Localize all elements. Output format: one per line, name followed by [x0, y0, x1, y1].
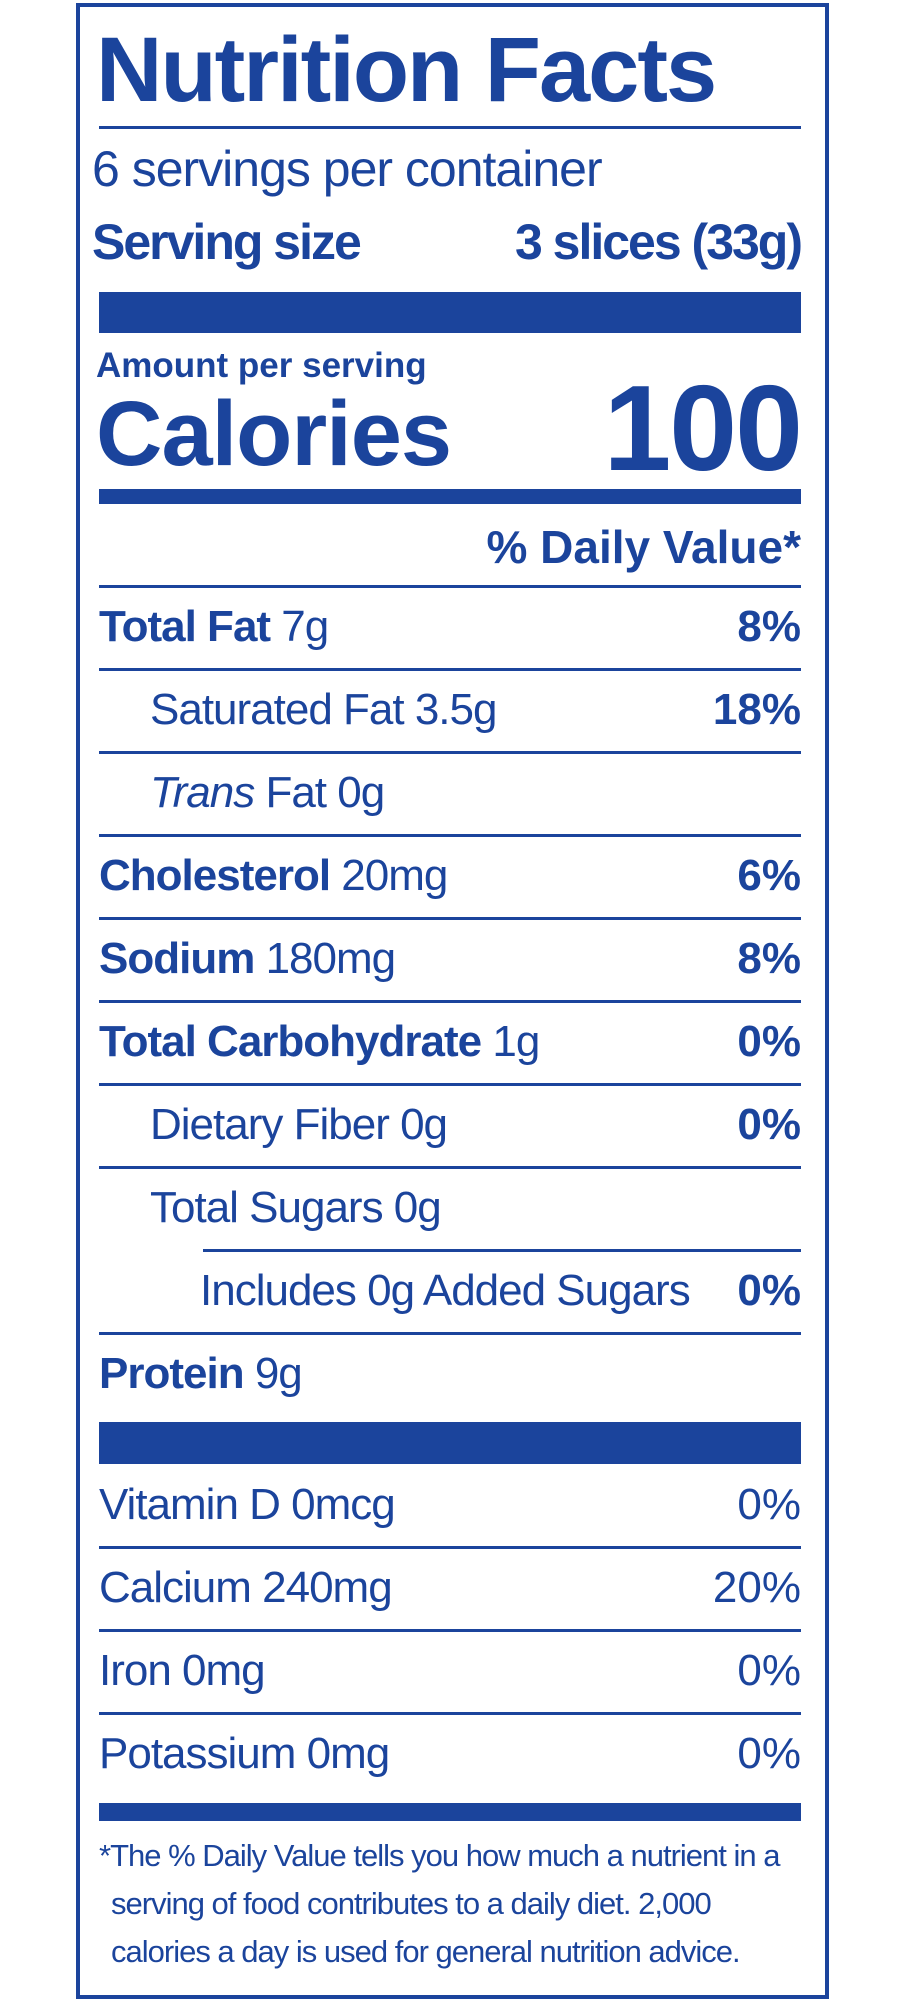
nutrient-dv: 6%	[737, 851, 801, 900]
nutrient-name: Cholesterol	[99, 851, 331, 900]
vitamin-name: Iron 0mg	[99, 1646, 266, 1695]
calories-label: Calories	[96, 383, 452, 485]
rule	[99, 126, 801, 129]
vitamin-dv: 20%	[712, 1563, 801, 1612]
nutrient-row: Total Sugars 0g	[150, 1169, 801, 1252]
nutrient-dv: 0%	[737, 1017, 801, 1066]
title: Nutrition Facts	[96, 19, 717, 121]
nutrient-amount: 20mg	[341, 851, 448, 900]
nutrient-name: Dietary Fiber 0g	[150, 1100, 448, 1149]
nutrient-name: Sodium	[99, 934, 255, 983]
nutrient-name: Total Fat	[99, 602, 271, 651]
nutrient-dv: 8%	[737, 934, 801, 983]
nutrient-dv: 0%	[737, 1266, 801, 1315]
rule	[99, 585, 801, 588]
label-border	[76, 3, 829, 1999]
vitamin-name: Calcium 240mg	[99, 1563, 393, 1612]
thick-bar	[99, 489, 801, 504]
nutrient-dv: 8%	[737, 602, 801, 651]
vitamin-row: Iron 0mg 0%	[99, 1632, 801, 1715]
thick-bar	[99, 1803, 801, 1821]
vitamin-dv: 0%	[737, 1480, 801, 1529]
amount-label: Amount per serving	[96, 346, 427, 385]
nutrient-dv: 0%	[737, 1100, 801, 1149]
servings: 6 servings per container	[92, 141, 603, 197]
nutrient-name: Fat 0g	[265, 768, 385, 817]
vitamin-dv: 0%	[737, 1646, 801, 1695]
nutrient-amount: 7g	[281, 602, 329, 651]
nutrient-amount: 1g	[492, 1017, 540, 1066]
vitamin-row: Calcium 240mg 20%	[99, 1549, 801, 1632]
nutrient-row: Total Carbohydrate 1g 0%	[99, 1003, 801, 1086]
thick-bar	[99, 292, 801, 333]
serving-size-value: 3 slices (33g)	[514, 214, 803, 270]
nutrient-name: Total Carbohydrate	[99, 1017, 482, 1066]
calories-value: 100	[603, 360, 803, 496]
dv-header: % Daily Value*	[486, 521, 802, 573]
nutrient-amount: 9g	[254, 1349, 303, 1398]
vitamin-dv: 0%	[737, 1729, 801, 1778]
nutrient-row: Total Fat 7g 8%	[99, 588, 801, 671]
nutrient-row: Dietary Fiber 0g 0%	[99, 1086, 801, 1169]
nutrient-name: Total Sugars 0g	[150, 1183, 442, 1232]
nutrient-row: Cholesterol 20mg 6%	[99, 837, 801, 920]
thick-bar	[99, 1422, 801, 1464]
vitamin-name: Vitamin D 0mcg	[99, 1480, 396, 1529]
nutrient-name: Includes 0g Added Sugars	[200, 1266, 691, 1315]
nutrient-amount: 180mg	[265, 934, 397, 983]
nutrient-row: Sodium 180mg 8%	[99, 920, 801, 1003]
nutrient-name: Saturated Fat 3.5g	[150, 685, 497, 734]
nutrient-name: Protein	[99, 1349, 245, 1398]
nutrient-row: Includes 0g Added Sugars 0%	[99, 1252, 801, 1335]
footnote: *The % Daily Value tells you how much a …	[99, 1838, 780, 1969]
serving-size-label: Serving size	[92, 214, 362, 270]
vitamin-row: Potassium 0mg 0%	[99, 1715, 801, 1795]
vitamin-row: Vitamin D 0mcg 0%	[99, 1466, 801, 1549]
nutrient-row: Trans Fat 0g	[99, 754, 801, 837]
nutrient-row: Saturated Fat 3.5g 18%	[99, 671, 801, 754]
nutrient-row: Protein 9g	[99, 1335, 801, 1415]
vitamin-name: Potassium 0mg	[99, 1729, 390, 1778]
nutrient-dv: 18%	[712, 685, 801, 734]
nutrient-name-italic: Trans	[150, 768, 255, 817]
